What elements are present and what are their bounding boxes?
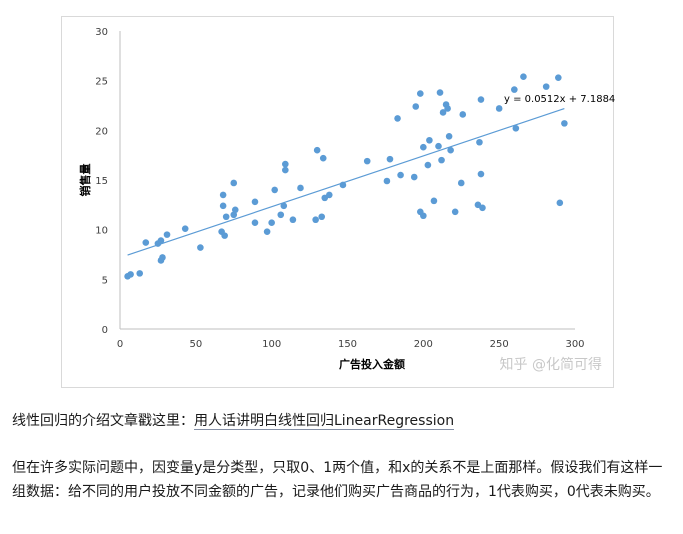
data-point [420,212,427,220]
data-point [445,132,453,140]
intro-line: 线性回归的介绍文章戳这里：用人话讲明白线性回归LinearRegression [12,410,455,432]
data-point [397,171,404,179]
data-point [439,109,447,116]
data-point [511,86,518,93]
data-point [312,216,319,224]
data-point [197,244,204,251]
y-tick-label: 0 [102,325,108,336]
data-point [476,138,483,146]
data-point [318,213,326,221]
data-point [136,270,144,277]
scatter-chart: 0 5 10 15 20 25 30 0 50 100 150 200 250 300 y = 0.05… [78,27,615,373]
data-point [561,120,568,127]
y-tick-label: 15 [95,176,108,187]
x-tick-label: 250 [490,339,509,350]
data-point [451,208,459,216]
data-point [313,146,321,154]
y-tick-label: 30 [95,27,108,38]
trendline [127,108,565,256]
data-point [512,125,520,132]
data-point [444,105,451,112]
y-tick-label: 25 [95,77,108,88]
data-point [412,103,420,110]
x-tick-label: 150 [338,339,357,350]
body-paragraph: 但在许多实际问题中，因变量y是分类型，只取0、1两个值，和x的关系不是上面那样。… [12,460,663,500]
data-point [289,216,297,224]
data-point [520,73,527,80]
data-point [555,74,562,81]
data-point [230,211,238,219]
data-point [394,115,401,122]
x-tick-label: 300 [565,339,584,350]
data-point [430,197,438,205]
data-point [157,237,165,244]
data-point [231,206,239,214]
data-point [477,96,485,103]
watermark: 知乎 @化简可得 [500,356,602,373]
data-point [339,181,347,189]
data-point [277,211,285,219]
data-point [251,219,259,227]
data-point [219,202,227,210]
data-point [438,156,445,164]
chart-axes [119,31,575,330]
data-point [410,173,418,181]
y-tick-labels: 0 5 10 15 20 25 30 [95,27,108,336]
data-point [436,89,444,96]
x-tick-label: 200 [414,339,433,350]
data-point [417,90,424,97]
data-point [542,83,550,90]
data-point [319,154,327,162]
data-point [383,177,391,185]
data-point [420,143,427,151]
data-point [297,184,304,192]
data-point [477,170,485,178]
data-point [363,157,371,165]
trendline-group [127,108,565,256]
data-point [424,161,432,169]
data-point [230,179,238,187]
x-tick-label: 0 [117,339,123,350]
intro-prefix: 线性回归的介绍文章戳这里： [12,413,194,429]
data-point [159,254,166,261]
article-link[interactable]: 用人话讲明白线性回归LinearRegression [194,413,455,430]
x-tick-label: 100 [262,339,281,350]
data-point [219,191,227,199]
data-point [282,160,289,168]
y-tick-label: 20 [95,126,108,137]
data-point [222,213,230,221]
data-point [251,198,259,206]
x-axis-title: 广告投入金额 [339,357,405,371]
data-point [495,105,503,112]
data-point [271,186,278,194]
data-points [124,73,568,280]
data-point [459,111,467,118]
scatter-chart-figure: 0 5 10 15 20 25 30 0 50 100 150 200 250 300 y = 0.05… [61,16,615,388]
data-point [268,219,275,227]
y-tick-label: 10 [95,226,108,237]
data-point [457,179,465,187]
data-point [447,146,454,154]
y-axis-title: 销售量 [78,164,92,197]
data-point [282,166,289,174]
data-point [142,239,150,246]
data-point [386,155,394,163]
trendline-equation: y = 0.0512x + 7.1884 [504,94,615,105]
data-point [426,136,433,144]
data-point [181,225,189,232]
data-point [326,191,333,199]
y-tick-label: 5 [102,275,108,286]
data-point [280,202,288,210]
data-point [127,271,134,278]
data-point [221,232,228,239]
data-point [163,231,171,238]
data-point [263,228,271,235]
data-point [556,199,564,207]
x-tick-label: 50 [189,339,202,350]
data-point [479,204,486,212]
data-point [435,142,442,150]
x-tick-labels: 0 50 100 150 200 250 300 [117,339,585,350]
